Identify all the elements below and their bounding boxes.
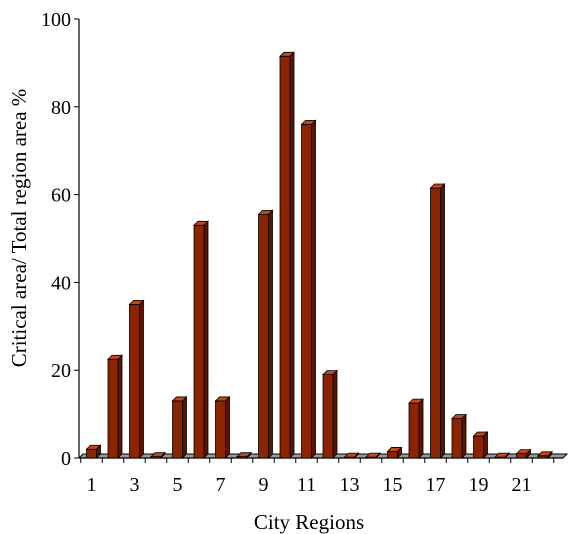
x-tick-label: 11 xyxy=(297,474,316,496)
bar xyxy=(300,119,317,459)
bar-top xyxy=(494,452,510,458)
y-tick-label: 80 xyxy=(51,97,71,119)
x-tick-label: 7 xyxy=(216,474,226,496)
bar xyxy=(85,444,102,459)
bar-front xyxy=(107,358,119,459)
bar xyxy=(107,354,123,459)
y-tick-label: 60 xyxy=(51,185,71,207)
y-tick-label: 100 xyxy=(41,9,71,31)
bar-top xyxy=(300,119,317,125)
bar xyxy=(279,51,295,459)
bar-top xyxy=(279,51,295,57)
bar-top xyxy=(429,183,446,189)
x-tick-label: 13 xyxy=(340,474,360,496)
bar-front xyxy=(451,418,463,459)
bar-side xyxy=(117,354,123,459)
x-tick-label: 17 xyxy=(426,474,446,496)
bar-top xyxy=(128,299,145,305)
bar xyxy=(193,220,209,459)
bar-top xyxy=(107,354,123,360)
bar-top xyxy=(451,414,467,419)
bar xyxy=(494,452,510,459)
bar-top xyxy=(171,396,188,402)
bar xyxy=(343,452,360,459)
bar-front xyxy=(301,123,312,459)
bar-side xyxy=(289,51,295,459)
bar-front xyxy=(408,402,420,459)
y-tick-label: 40 xyxy=(51,272,71,294)
bar xyxy=(150,451,166,459)
x-tick-labels: 1 3 5 7 9 11 13 15 17 19 21 xyxy=(87,474,532,496)
bar xyxy=(236,451,252,459)
bar-front xyxy=(193,224,205,459)
bar-side xyxy=(182,395,187,459)
x-tick-label: 15 xyxy=(383,474,403,496)
bar-front xyxy=(322,374,334,459)
chart-axes xyxy=(74,18,563,463)
bar-side xyxy=(268,209,273,459)
bar xyxy=(451,413,467,459)
bar-front xyxy=(215,400,226,459)
y-tick-labels: 0 20 40 60 80 100 xyxy=(41,9,71,470)
y-tick-label: 20 xyxy=(51,360,71,382)
bar-front xyxy=(279,55,291,459)
bar-top xyxy=(150,452,166,458)
bar xyxy=(128,299,145,459)
x-tick-label: 21 xyxy=(512,474,532,496)
x-axis-label: City Regions xyxy=(254,510,364,534)
x-tick-label: 3 xyxy=(130,474,140,496)
bar-top xyxy=(214,396,231,402)
bar-top xyxy=(343,452,360,458)
bar-side xyxy=(139,299,144,459)
x-tick-label: 19 xyxy=(469,474,489,496)
bar-front xyxy=(129,303,140,459)
bar-front xyxy=(430,187,441,459)
y-axis-label: Critical area/ Total region area % xyxy=(7,89,31,368)
bar xyxy=(429,183,446,459)
bar-top xyxy=(322,370,338,375)
bar-top xyxy=(257,209,274,215)
bar xyxy=(386,446,403,459)
bar-top xyxy=(193,220,209,226)
bar xyxy=(472,431,489,459)
bar-top xyxy=(537,451,553,457)
bar-front xyxy=(516,453,527,459)
bar-top xyxy=(408,398,424,404)
bar-side xyxy=(311,119,316,459)
bar-side xyxy=(225,395,230,459)
bar-front xyxy=(86,448,97,459)
bar-top xyxy=(85,444,102,450)
bar-front xyxy=(172,400,183,459)
bar-top xyxy=(515,449,532,455)
bar-front xyxy=(258,213,269,459)
y-tick-label: 0 xyxy=(61,448,71,470)
bar-front xyxy=(473,435,484,459)
bar xyxy=(408,398,424,459)
bar xyxy=(214,395,231,459)
bar xyxy=(537,450,553,459)
x-tick-label: 5 xyxy=(173,474,183,496)
bar-side xyxy=(461,413,467,459)
bar xyxy=(171,395,188,459)
bar-top xyxy=(236,452,252,458)
bar-top xyxy=(386,447,403,452)
bar xyxy=(515,448,532,459)
bar-side xyxy=(203,220,209,459)
bar-front xyxy=(387,451,398,459)
bar-top xyxy=(365,452,381,458)
bar-side xyxy=(332,369,338,459)
bar-side xyxy=(418,398,424,459)
bar-series xyxy=(85,51,553,459)
bar-top xyxy=(472,431,489,437)
bar-side xyxy=(440,183,445,459)
bar xyxy=(365,452,381,459)
x-tick-label: 9 xyxy=(259,474,269,496)
x-tick-label: 1 xyxy=(87,474,97,496)
bar xyxy=(322,369,338,459)
bar xyxy=(257,209,274,459)
